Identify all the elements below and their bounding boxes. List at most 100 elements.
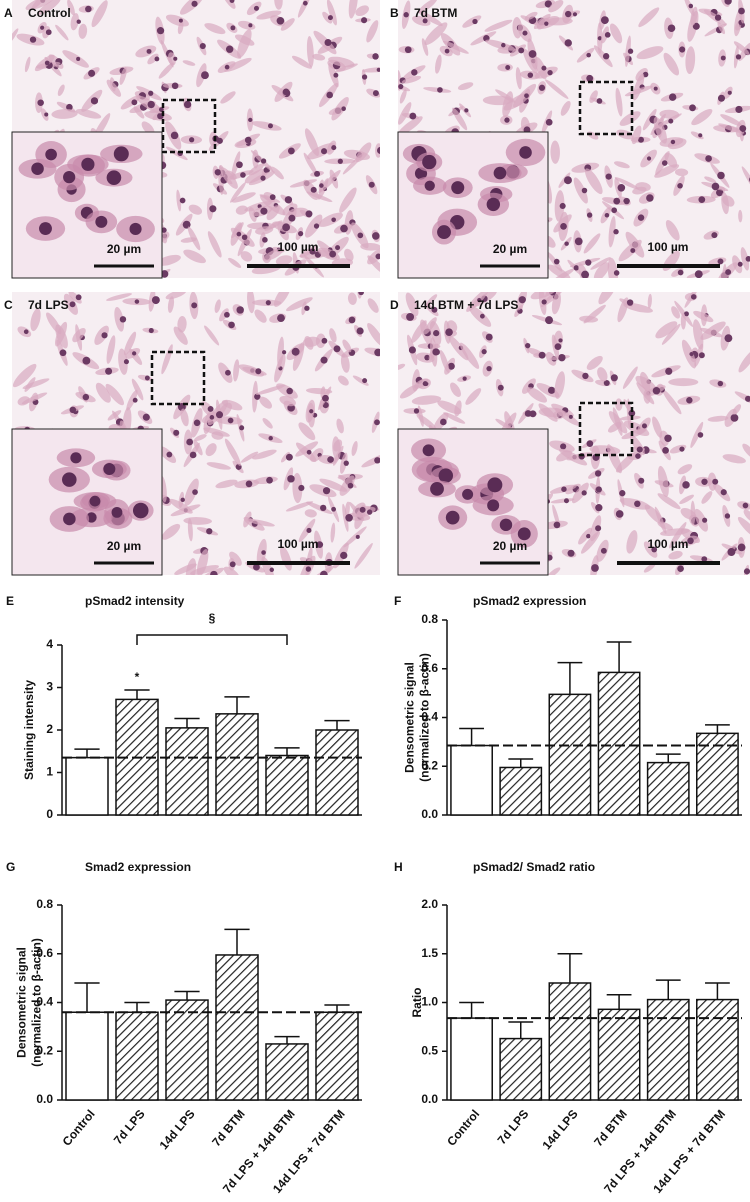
tissue <box>336 418 344 434</box>
tissue <box>643 541 658 558</box>
tissue <box>589 90 598 103</box>
y-tick-label: 1.0 <box>421 995 438 1009</box>
nucleus <box>215 411 224 419</box>
nucleus <box>29 36 37 43</box>
nucleus <box>541 65 547 71</box>
tissue <box>303 152 318 177</box>
tissue <box>237 20 256 30</box>
tissue <box>286 297 313 312</box>
nucleus <box>178 18 183 23</box>
nucleus <box>662 447 669 454</box>
nucleus <box>574 237 583 246</box>
x-tick-label: 7d LPS <box>111 1107 148 1147</box>
tissue <box>690 500 696 526</box>
tissue <box>165 292 187 300</box>
bar <box>165 727 209 816</box>
tissue <box>586 355 603 371</box>
tissue <box>220 91 236 104</box>
tissue <box>182 60 196 66</box>
nucleus <box>377 146 380 155</box>
inset-nucleus <box>487 477 503 493</box>
nucleus <box>260 158 267 164</box>
inset-nucleus <box>519 146 532 159</box>
tissue <box>657 493 681 510</box>
tissue <box>264 220 283 231</box>
nucleus <box>372 53 379 60</box>
nucleus <box>563 498 569 504</box>
tissue <box>692 319 704 350</box>
nucleus <box>333 345 341 353</box>
y-tick-label: 0.8 <box>36 897 53 911</box>
tissue <box>443 412 466 424</box>
tissue <box>671 306 681 319</box>
bar <box>165 999 209 1101</box>
nucleus <box>240 172 246 178</box>
nucleus <box>261 550 266 555</box>
tissue <box>34 54 55 72</box>
nucleus <box>282 88 290 96</box>
bar <box>65 1011 109 1101</box>
inset-nucleus <box>103 462 116 475</box>
tissue <box>694 343 704 367</box>
nucleus <box>201 71 209 80</box>
tissue <box>733 41 750 56</box>
nucleus <box>206 528 213 535</box>
tissue <box>329 328 337 343</box>
tissue <box>177 315 187 333</box>
nucleus <box>298 484 305 492</box>
nucleus <box>720 55 726 61</box>
tissue <box>242 366 267 376</box>
tissue <box>107 410 122 421</box>
nucleus <box>90 97 99 105</box>
tissue <box>442 40 469 54</box>
nucleus <box>327 456 334 463</box>
tissue <box>548 0 564 13</box>
nucleus <box>158 107 164 113</box>
nucleus <box>302 0 308 6</box>
nucleus <box>717 171 725 180</box>
bar <box>499 1037 543 1101</box>
nucleus <box>337 158 343 164</box>
nucleus <box>189 137 195 143</box>
tissue <box>738 349 750 373</box>
inset-nucleus <box>89 495 101 507</box>
nucleus <box>670 139 676 145</box>
tissue <box>635 375 657 393</box>
nucleus <box>541 299 547 305</box>
tissue <box>237 29 252 58</box>
bar <box>597 671 641 816</box>
nucleus <box>161 227 167 233</box>
nucleus <box>730 413 739 422</box>
nucleus <box>432 348 440 356</box>
tissue <box>560 100 571 116</box>
nucleus <box>667 24 676 33</box>
nucleus <box>698 133 703 138</box>
nucleus <box>586 533 591 539</box>
tissue <box>156 254 181 266</box>
tissue <box>256 10 282 20</box>
nucleus <box>214 169 221 176</box>
nucleus <box>236 306 244 314</box>
bar <box>597 1008 641 1101</box>
nucleus <box>679 446 685 452</box>
nucleus <box>134 299 140 304</box>
nucleus <box>319 570 328 575</box>
nucleus <box>142 413 150 421</box>
nucleus <box>341 106 346 111</box>
tissue <box>266 205 280 221</box>
nucleus <box>525 342 531 349</box>
nucleus <box>326 91 333 99</box>
tissue <box>339 187 357 213</box>
scale-label: 100 µm <box>648 240 689 254</box>
tissue <box>228 257 242 268</box>
tissue <box>204 23 226 35</box>
bar <box>115 1011 159 1101</box>
roi-box <box>161 98 217 154</box>
tissue <box>240 251 253 262</box>
nucleus <box>724 513 731 519</box>
chart-title: pSmad2 expression <box>473 594 586 608</box>
tissue <box>106 293 133 301</box>
nucleus <box>485 333 493 341</box>
y-tick-label: 2 <box>46 722 53 736</box>
tissue <box>423 317 437 335</box>
